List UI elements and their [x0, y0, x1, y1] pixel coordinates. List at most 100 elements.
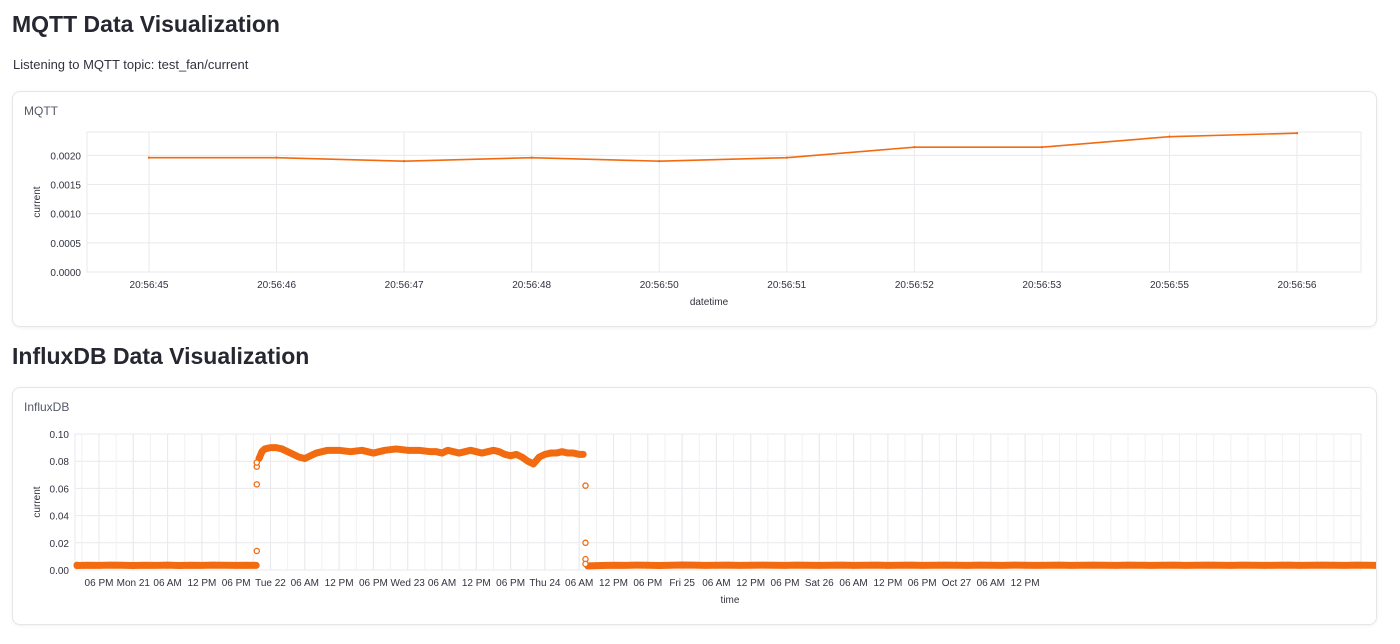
data-point [1308, 562, 1314, 568]
x-tick-label: 06 AM [565, 578, 593, 589]
data-point [1056, 562, 1062, 568]
x-tick-label: 06 AM [428, 578, 456, 589]
data-point [1148, 562, 1154, 568]
data-point [285, 449, 291, 455]
data-point [445, 447, 451, 453]
data-point [1251, 562, 1257, 568]
influx-heading: InfluxDB Data Visualization [12, 343, 310, 369]
data-point [530, 156, 533, 159]
mqtt-heading: MQTT Data Visualization [12, 11, 280, 37]
x-tick-label: 12 PM [599, 578, 628, 589]
x-tick-label: 20:56:51 [767, 280, 806, 291]
data-point [1182, 562, 1188, 568]
data-point [1354, 562, 1360, 568]
y-tick-label: 0.02 [50, 539, 70, 550]
mqtt-line-chart[interactable]: 0.0000 0.0005 0.0010 0.0015 0.0020 20:56:45 20… [13, 92, 1376, 326]
data-point [873, 562, 879, 568]
data-point [405, 447, 411, 453]
data-point [565, 450, 571, 456]
outlier-point [253, 459, 261, 466]
x-tick-label: Thu 24 [529, 578, 561, 589]
data-point [402, 159, 406, 163]
data-point [428, 449, 434, 455]
data-point [490, 447, 496, 453]
data-point [233, 562, 239, 568]
data-point [1091, 562, 1097, 568]
influx-chart-card: InfluxDB 0.00 0.02 0.04 0.06 0.08 0.10 06 PM Mo… [12, 387, 1377, 625]
y-tick-label: 0.08 [50, 457, 70, 468]
data-point [570, 450, 576, 456]
data-point [147, 156, 151, 159]
outlier-point [253, 481, 261, 488]
data-point [976, 562, 982, 568]
data-point [199, 562, 205, 568]
data-point [656, 563, 662, 569]
y-tick-label: 0.0005 [50, 239, 81, 250]
data-point [919, 562, 925, 568]
data-point [1295, 131, 1299, 135]
y-tick-label: 0.00 [50, 566, 70, 577]
data-point [725, 562, 731, 568]
data-point [839, 562, 845, 568]
data-point [908, 562, 914, 568]
data-point [496, 449, 502, 455]
data-point [1114, 562, 1120, 568]
x-tick-label: 06 AM [977, 578, 1005, 589]
data-point [553, 450, 559, 456]
data-point [896, 562, 902, 568]
data-point [931, 562, 937, 568]
data-point [599, 563, 605, 569]
data-point [273, 445, 279, 451]
data-point [1040, 145, 1044, 149]
data-point [1102, 562, 1108, 568]
data-point [611, 562, 616, 568]
data-point [308, 453, 314, 459]
data-point [153, 562, 159, 568]
data-point [1194, 562, 1200, 568]
data-point [74, 563, 80, 569]
data-point [1228, 562, 1234, 568]
data-point [130, 563, 136, 569]
data-point [525, 458, 531, 464]
data-point [658, 159, 661, 163]
data-point [828, 562, 834, 568]
data-point [348, 449, 354, 455]
current-series [73, 444, 1376, 570]
data-point [336, 447, 342, 453]
data-point [416, 447, 422, 453]
data-point [502, 451, 508, 457]
outlier-point [582, 482, 589, 489]
data-point [645, 562, 651, 568]
data-point [302, 455, 308, 461]
data-point [319, 449, 325, 455]
x-tick-label: 20:56:52 [895, 280, 934, 291]
x-tick-label: Mon 21 [117, 578, 151, 589]
y-axis-label: current [32, 486, 43, 517]
x-tick-label: Oct 27 [942, 578, 972, 589]
data-point [885, 562, 891, 568]
data-point [622, 562, 628, 568]
y-tick-label: 0.06 [50, 484, 70, 495]
x-tick-label: 20:56:45 [130, 280, 169, 291]
data-point [1262, 562, 1268, 568]
listening-text: Listening to MQTT topic: test_fan/curren… [13, 57, 249, 72]
data-point [1022, 562, 1028, 568]
x-tick-label: 20:56:48 [512, 280, 551, 291]
x-tick-label: 12 PM [325, 578, 354, 589]
data-point [913, 145, 916, 149]
data-point [462, 449, 468, 455]
x-tick-label: 06 PM [85, 578, 114, 589]
data-point [1331, 562, 1337, 568]
data-point [580, 451, 586, 457]
data-point [456, 450, 462, 456]
data-point [433, 449, 439, 455]
x-tick-label: 06 AM [291, 578, 319, 589]
data-point [85, 562, 91, 568]
x-tick-label: 20:56:50 [640, 280, 679, 291]
data-point [530, 461, 536, 467]
data-point [508, 453, 514, 459]
data-point [1011, 562, 1017, 568]
data-point [119, 562, 125, 568]
data-point [1079, 562, 1085, 568]
